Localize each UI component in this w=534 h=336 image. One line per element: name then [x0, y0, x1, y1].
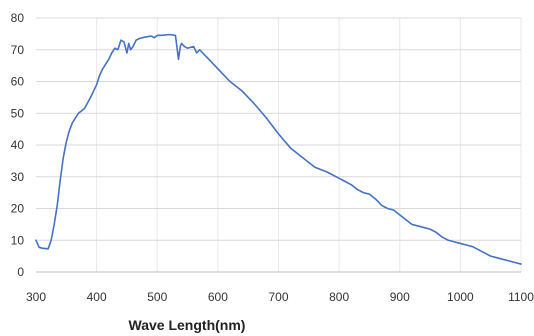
x-tick-labels: 300 400 500 600 700 800 900 1000 1100 — [26, 290, 534, 304]
y-tick-label: 40 — [11, 138, 25, 152]
x-tick-label: 600 — [208, 290, 228, 304]
y-tick-labels: 0 10 20 30 40 50 60 70 80 — [11, 11, 25, 279]
x-tick-label: 900 — [390, 290, 410, 304]
x-tick-label: 1000 — [447, 290, 474, 304]
y-tick-label: 0 — [17, 265, 24, 279]
x-tick-label: 800 — [329, 290, 349, 304]
y-tick-label: 50 — [11, 106, 25, 120]
y-tick-label: 30 — [11, 170, 25, 184]
x-tick-label: 700 — [268, 290, 288, 304]
y-tick-label: 80 — [11, 11, 25, 25]
y-tick-label: 70 — [11, 43, 25, 57]
y-tick-label: 60 — [11, 75, 25, 89]
x-tick-label: 300 — [26, 290, 46, 304]
series-line — [35, 33, 522, 265]
y-tick-label: 10 — [11, 233, 25, 247]
series — [35, 33, 522, 265]
gridlines — [36, 17, 522, 272]
x-tick-label: 1100 — [508, 290, 534, 304]
x-axis-title: Wave Length(nm) — [129, 317, 246, 333]
x-tick-label: 400 — [87, 290, 107, 304]
y-tick-label: 20 — [11, 202, 25, 216]
x-tick-label: 500 — [147, 290, 167, 304]
